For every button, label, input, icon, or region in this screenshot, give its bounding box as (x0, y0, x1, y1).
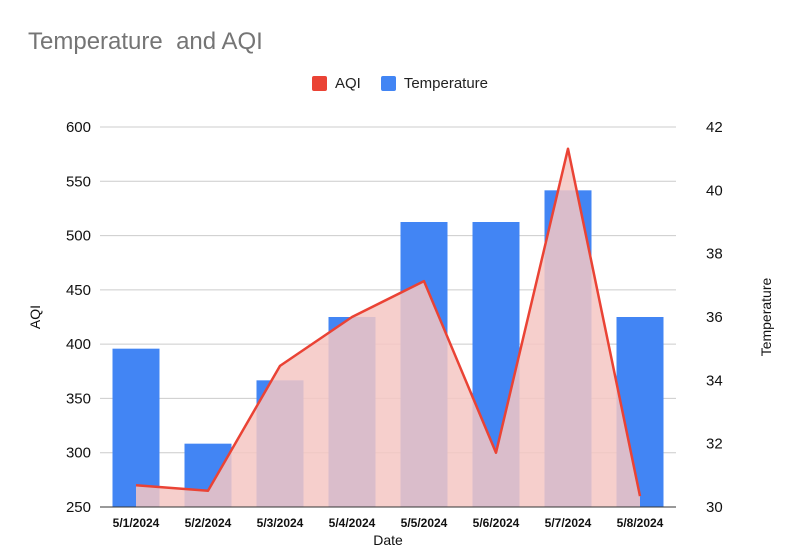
right-axis-tick-label: 30 (706, 499, 723, 516)
left-axis-tick-label: 450 (66, 282, 91, 299)
left-axis-tick-label: 500 (66, 228, 91, 245)
right-axis-tick-label: 34 (706, 372, 723, 389)
legend-item-temperature[interactable]: Temperature (380, 75, 489, 92)
left-axis-tick-label: 600 (66, 119, 91, 136)
aqi-area-fill (136, 148, 640, 507)
x-axis-tick-label: 5/6/2024 (473, 516, 520, 530)
legend-swatch-aqi (311, 76, 327, 91)
x-axis-ticks: 5/1/2024 5/2/2024 5/3/2024 5/4/2024 5/5/2024… (113, 516, 664, 530)
right-axis-ticks: 30 32 34 36 38 40 42 (706, 119, 723, 516)
chart-title: Temperature and AQI (28, 28, 263, 55)
aqi-line-path (135, 147, 642, 497)
left-axis-tick-label: 300 (66, 445, 91, 462)
x-axis-tick-label: 5/7/2024 (545, 516, 592, 530)
x-axis-tick-label: 5/8/2024 (617, 516, 664, 530)
right-axis-tick-label: 40 (706, 182, 723, 199)
legend-label-temperature: Temperature (403, 75, 489, 92)
legend-item-aqi[interactable]: AQI (311, 75, 361, 92)
left-axis-tick-label: 250 (66, 499, 91, 516)
right-axis-tick-label: 42 (706, 119, 723, 136)
x-axis-tick-label: 5/5/2024 (401, 516, 448, 530)
legend-swatch-temperature (380, 76, 396, 91)
x-axis-tick-label: 5/2/2024 (185, 516, 232, 530)
temperature-bar (112, 348, 160, 507)
right-axis-tick-label: 36 (706, 309, 723, 326)
left-axis-title: AQI (27, 305, 43, 329)
right-axis-tick-label: 38 (706, 246, 723, 263)
right-axis-title: Temperature (758, 277, 774, 356)
x-axis-title: Date (373, 532, 403, 548)
x-axis-tick-label: 5/4/2024 (329, 516, 376, 530)
aqi-area (136, 148, 640, 507)
left-axis-ticks: 250 300 350 400 450 500 550 600 (66, 119, 91, 516)
legend: AQI Temperature (0, 75, 800, 92)
x-axis-tick-label: 5/1/2024 (113, 516, 160, 530)
aqi-line (135, 147, 642, 497)
legend-label-aqi: AQI (334, 75, 361, 92)
left-axis-tick-label: 550 (66, 173, 91, 190)
left-axis-tick-label: 400 (66, 336, 91, 353)
right-axis-tick-label: 32 (706, 436, 723, 453)
left-axis-tick-label: 350 (66, 390, 91, 407)
x-axis-tick-label: 5/3/2024 (257, 516, 304, 530)
